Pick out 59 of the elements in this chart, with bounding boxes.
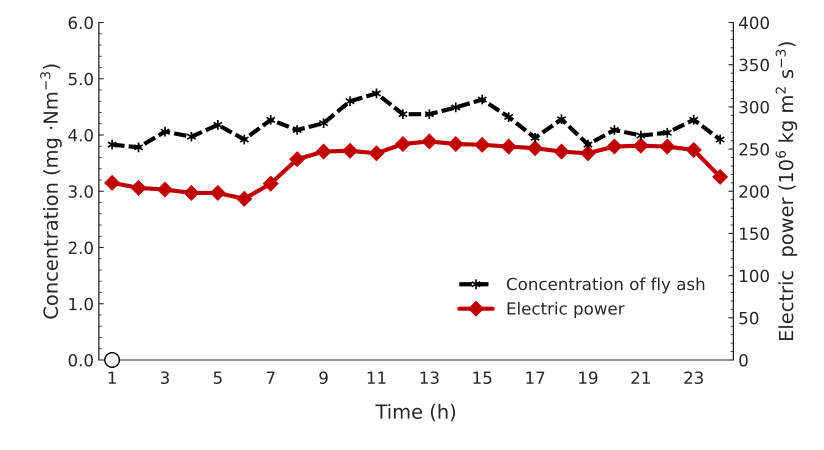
x-tick-label: 13	[420, 371, 439, 384]
point	[712, 169, 728, 185]
point	[422, 134, 438, 150]
point	[104, 175, 120, 191]
point	[104, 352, 120, 368]
point	[500, 138, 516, 154]
y-tick-label: 4.0	[68, 128, 93, 142]
y2-tick-label: 150	[740, 227, 769, 240]
y2-tick-label: 0	[739, 354, 748, 367]
point	[236, 191, 252, 207]
y-tick-label: 1.0	[69, 298, 93, 310]
y2-tick-label: 200	[739, 185, 769, 198]
y-tick-label: 3.0	[68, 185, 93, 198]
point	[130, 180, 146, 196]
point	[184, 185, 200, 201]
x-tick-label: 21	[631, 371, 650, 384]
y-tick-label: 6.0	[68, 16, 93, 30]
x-tick-label: 23	[684, 371, 703, 384]
x-tick-label: 11	[368, 372, 386, 384]
y-tick-label: 0.0	[68, 354, 93, 367]
y2-tick-label: 350	[739, 58, 769, 72]
point	[554, 144, 570, 160]
point	[395, 136, 411, 152]
x-tick-label: 17	[526, 372, 544, 384]
point	[210, 185, 226, 201]
y-axis-title: Concentration (mg ·Nm$^{−3}$)	[40, 64, 62, 319]
x-tick-label: 19	[579, 371, 598, 384]
point	[157, 182, 173, 198]
legend-label: Concentration of fly ash	[506, 277, 704, 294]
x-axis-title: Time (h)	[375, 404, 456, 422]
legend-label: Electric power	[508, 302, 625, 318]
x-tick-label: 1	[108, 372, 116, 384]
point	[580, 146, 596, 161]
y2-tick-label: 250	[739, 143, 769, 156]
point	[263, 176, 278, 192]
point	[633, 138, 649, 154]
y2-tick-label: 300	[739, 100, 769, 114]
point	[606, 138, 622, 154]
y2-axis-title: Electric power (10$^{6}$ kg m$^{2}$ s$^{−3}$)	[776, 42, 798, 340]
point	[316, 144, 332, 160]
y-tick-label: 5.0	[68, 72, 93, 86]
point	[474, 137, 490, 153]
point	[289, 151, 305, 167]
point	[368, 146, 384, 161]
point	[686, 142, 702, 158]
x-tick-label: 3	[160, 371, 169, 384]
point	[660, 138, 675, 154]
point	[448, 136, 464, 152]
y2-tick-label: 50	[740, 312, 758, 324]
y-tick-label: 2.0	[68, 241, 93, 254]
point	[342, 143, 358, 158]
point	[582, 138, 594, 150]
y2-tick-label: 400	[739, 16, 769, 30]
x-tick-label: 15	[473, 372, 492, 384]
y2-tick-label: 100	[740, 270, 769, 282]
x-tick-label: 7	[266, 372, 275, 384]
point	[527, 140, 543, 156]
x-tick-label: 9	[319, 371, 328, 384]
x-tick-label: 5	[214, 372, 222, 384]
